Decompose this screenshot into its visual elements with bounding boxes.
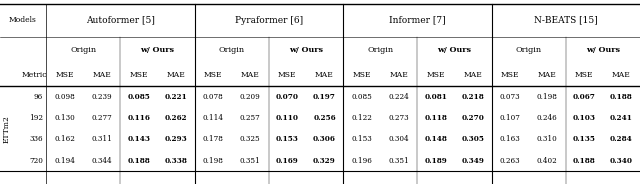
Text: 0.085: 0.085 — [351, 93, 372, 101]
Text: 0.085: 0.085 — [127, 93, 150, 101]
Text: 0.273: 0.273 — [388, 114, 409, 122]
Text: 0.241: 0.241 — [610, 114, 633, 122]
Text: 96: 96 — [34, 93, 43, 101]
Text: Metric: Metric — [22, 70, 47, 79]
Text: w/ Ours: w/ Ours — [289, 46, 323, 54]
Text: 0.143: 0.143 — [127, 135, 150, 143]
Text: 0.209: 0.209 — [240, 93, 260, 101]
Text: 0.194: 0.194 — [54, 157, 75, 164]
Text: 0.163: 0.163 — [500, 135, 520, 143]
Text: 0.070: 0.070 — [276, 93, 299, 101]
Text: 0.262: 0.262 — [164, 114, 188, 122]
Text: 0.224: 0.224 — [388, 93, 409, 101]
Text: 0.284: 0.284 — [610, 135, 633, 143]
Text: 192: 192 — [29, 114, 43, 122]
Text: MAE: MAE — [389, 70, 408, 79]
Text: 0.311: 0.311 — [92, 135, 112, 143]
Text: MAE: MAE — [166, 70, 186, 79]
Text: 0.169: 0.169 — [276, 157, 299, 164]
Text: Models: Models — [9, 16, 37, 24]
Text: MSE: MSE — [501, 70, 519, 79]
Text: 0.188: 0.188 — [610, 93, 633, 101]
Text: 0.257: 0.257 — [240, 114, 260, 122]
Text: N-BEATS [15]: N-BEATS [15] — [534, 16, 598, 25]
Text: 0.256: 0.256 — [313, 114, 336, 122]
Text: Autoformer [5]: Autoformer [5] — [86, 16, 155, 25]
Text: 0.402: 0.402 — [537, 157, 557, 164]
Text: 336: 336 — [29, 135, 43, 143]
Text: 0.189: 0.189 — [424, 157, 447, 164]
Text: 0.340: 0.340 — [610, 157, 633, 164]
Text: Origin: Origin — [516, 46, 541, 54]
Text: 0.122: 0.122 — [351, 114, 372, 122]
Text: 0.135: 0.135 — [573, 135, 596, 143]
Text: 0.118: 0.118 — [424, 114, 447, 122]
Text: 0.351: 0.351 — [388, 157, 409, 164]
Text: 0.198: 0.198 — [537, 93, 557, 101]
Text: Origin: Origin — [367, 46, 393, 54]
Text: 0.148: 0.148 — [424, 135, 447, 143]
Text: 0.293: 0.293 — [164, 135, 188, 143]
Text: 0.107: 0.107 — [500, 114, 520, 122]
Text: 0.306: 0.306 — [313, 135, 336, 143]
Text: 0.067: 0.067 — [573, 93, 596, 101]
Text: 0.304: 0.304 — [388, 135, 409, 143]
Text: MAE: MAE — [92, 70, 111, 79]
Text: 0.218: 0.218 — [461, 93, 484, 101]
Text: MAE: MAE — [241, 70, 260, 79]
Text: Origin: Origin — [70, 46, 96, 54]
Text: MAE: MAE — [463, 70, 483, 79]
Text: 0.344: 0.344 — [92, 157, 112, 164]
Text: 0.270: 0.270 — [461, 114, 484, 122]
Text: 0.078: 0.078 — [203, 93, 223, 101]
Text: 0.188: 0.188 — [573, 157, 596, 164]
Text: 0.130: 0.130 — [54, 114, 75, 122]
Text: 0.153: 0.153 — [276, 135, 299, 143]
Text: MAE: MAE — [538, 70, 557, 79]
Text: 0.188: 0.188 — [127, 157, 150, 164]
Text: 0.263: 0.263 — [500, 157, 520, 164]
Text: MAE: MAE — [315, 70, 334, 79]
Text: 0.110: 0.110 — [276, 114, 299, 122]
Text: 0.114: 0.114 — [203, 114, 223, 122]
Text: MSE: MSE — [130, 70, 148, 79]
Text: MSE: MSE — [353, 70, 371, 79]
Text: 0.351: 0.351 — [240, 157, 260, 164]
Text: 0.073: 0.073 — [500, 93, 520, 101]
Text: 0.098: 0.098 — [54, 93, 75, 101]
Text: 0.081: 0.081 — [424, 93, 447, 101]
Text: 0.349: 0.349 — [461, 157, 484, 164]
Text: MSE: MSE — [204, 70, 222, 79]
Text: w/ Ours: w/ Ours — [140, 46, 175, 54]
Text: 0.325: 0.325 — [240, 135, 260, 143]
Text: 0.221: 0.221 — [164, 93, 188, 101]
Text: 0.329: 0.329 — [313, 157, 336, 164]
Text: 0.239: 0.239 — [92, 93, 112, 101]
Text: 0.103: 0.103 — [573, 114, 596, 122]
Text: 0.153: 0.153 — [351, 135, 372, 143]
Text: Pyraformer [6]: Pyraformer [6] — [235, 16, 303, 25]
Text: 0.178: 0.178 — [203, 135, 223, 143]
Text: w/ Ours: w/ Ours — [437, 46, 472, 54]
Text: 0.277: 0.277 — [92, 114, 112, 122]
Text: w/ Ours: w/ Ours — [586, 46, 620, 54]
Text: MSE: MSE — [427, 70, 445, 79]
Text: Informer [7]: Informer [7] — [389, 16, 445, 25]
Text: 0.197: 0.197 — [313, 93, 336, 101]
Text: Origin: Origin — [219, 46, 244, 54]
Text: 0.338: 0.338 — [164, 157, 188, 164]
Text: 0.198: 0.198 — [203, 157, 223, 164]
Text: 0.162: 0.162 — [54, 135, 75, 143]
Text: 720: 720 — [29, 157, 43, 164]
Text: ETTm2: ETTm2 — [3, 115, 10, 143]
Text: MSE: MSE — [575, 70, 593, 79]
Text: MSE: MSE — [278, 70, 296, 79]
Text: 0.116: 0.116 — [127, 114, 150, 122]
Text: MAE: MAE — [612, 70, 631, 79]
Text: 0.246: 0.246 — [537, 114, 557, 122]
Text: MSE: MSE — [56, 70, 74, 79]
Text: 0.196: 0.196 — [351, 157, 372, 164]
Text: 0.305: 0.305 — [461, 135, 484, 143]
Text: 0.310: 0.310 — [537, 135, 557, 143]
